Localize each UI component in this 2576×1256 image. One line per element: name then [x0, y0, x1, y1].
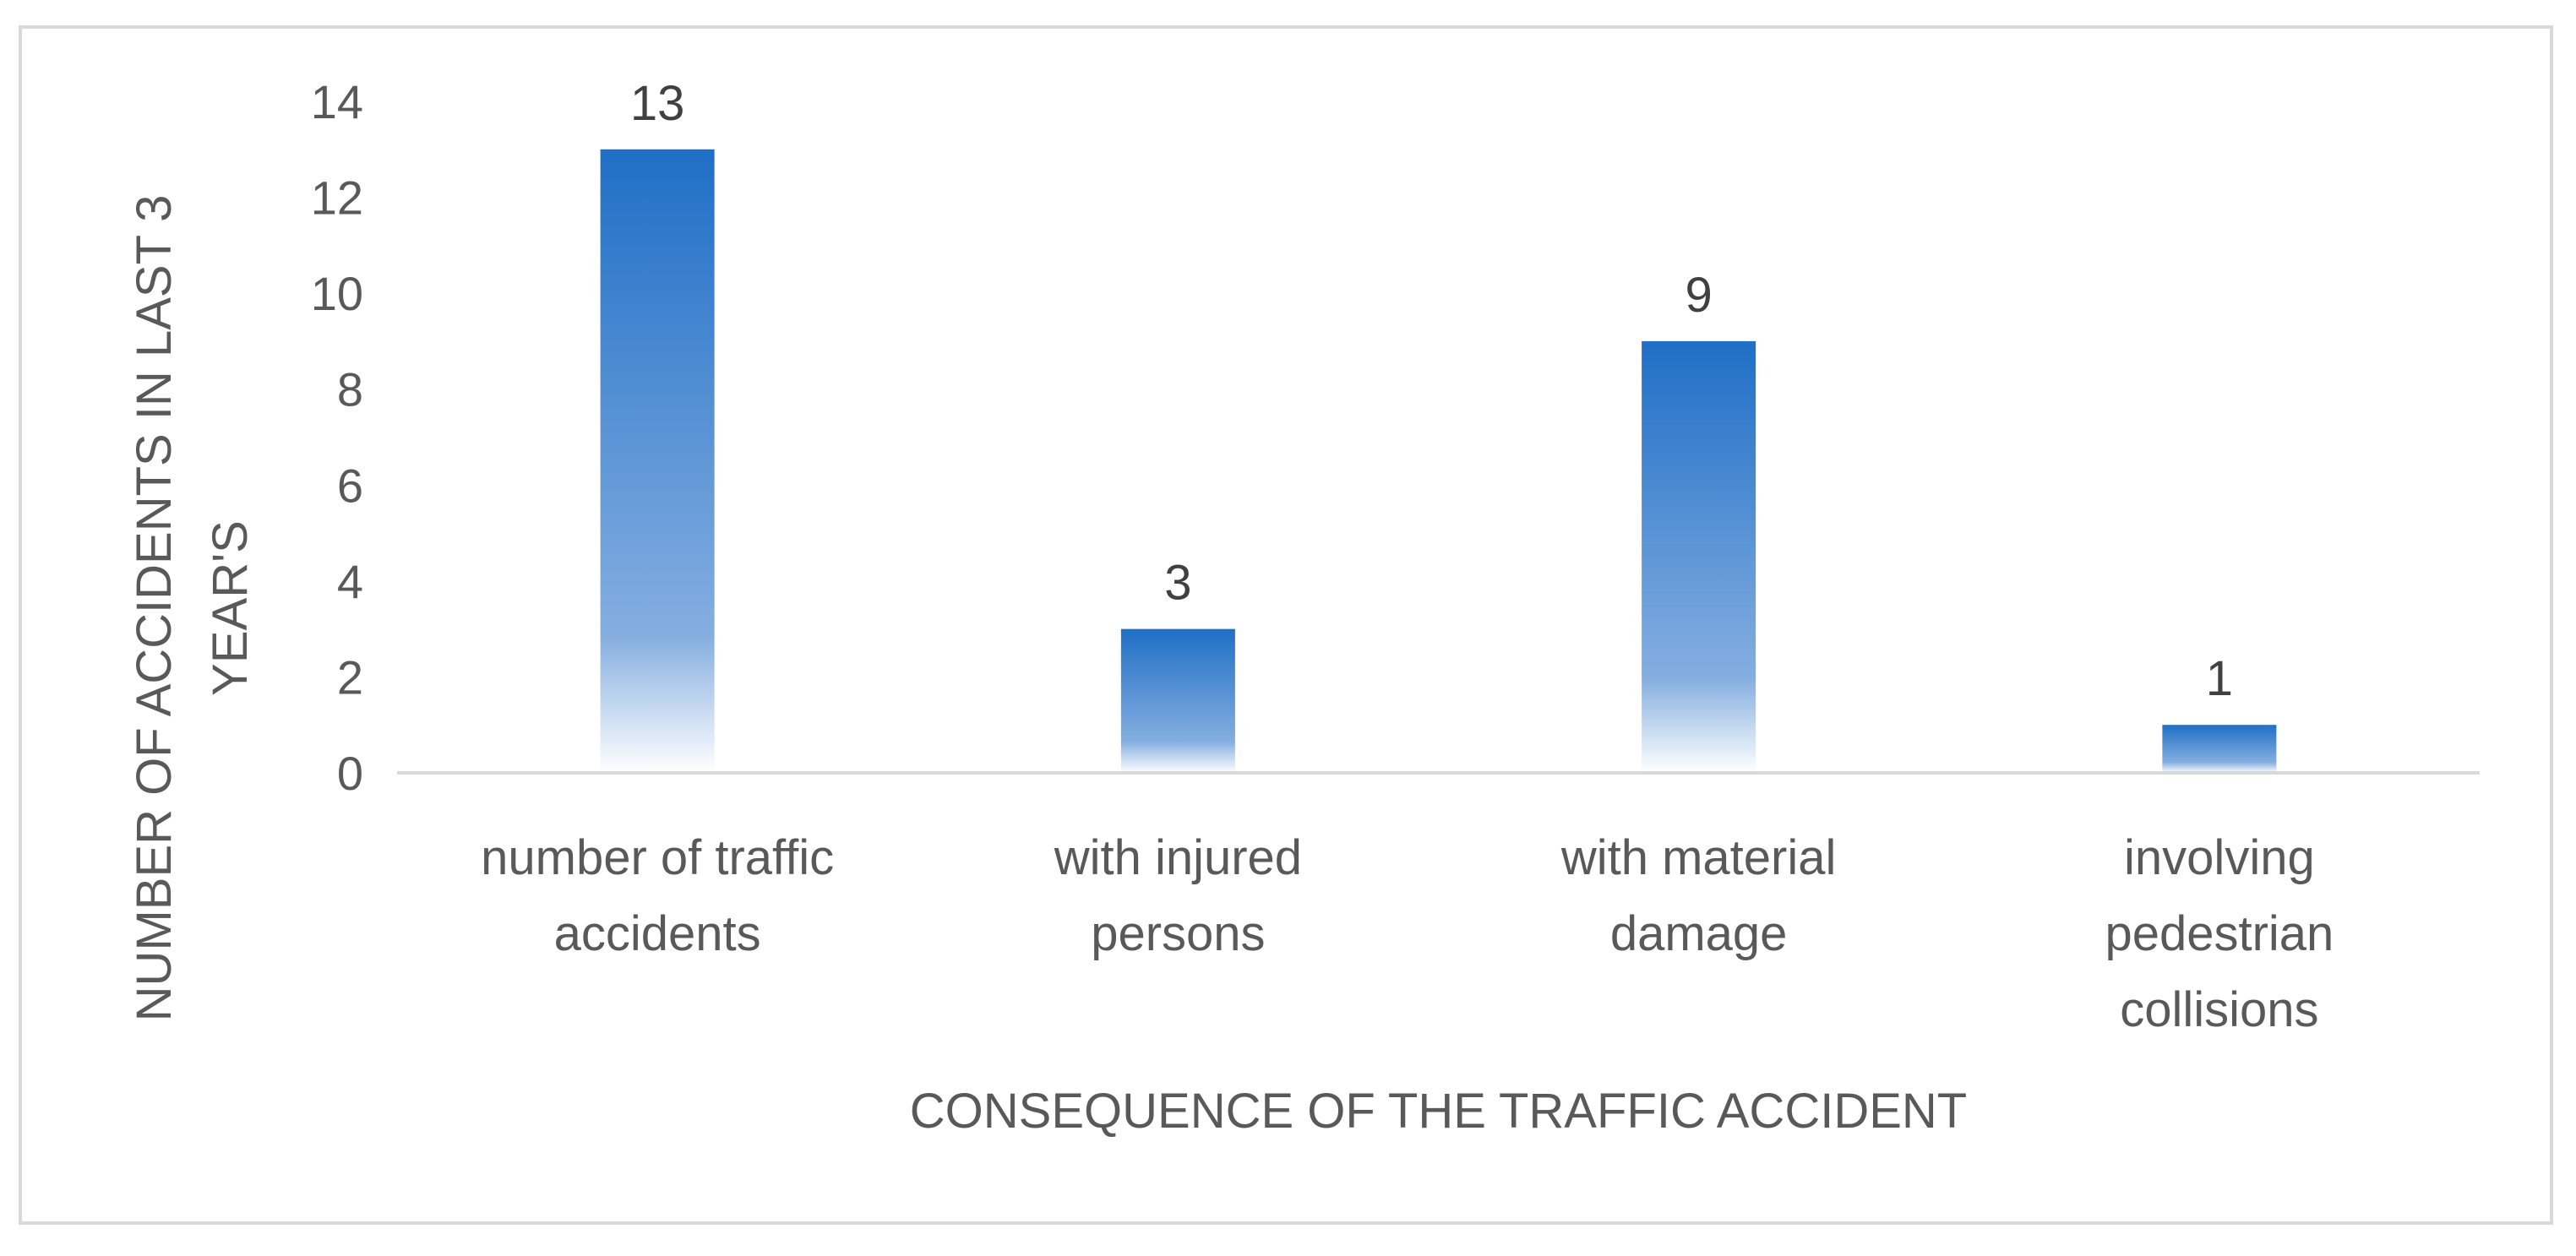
- x-category-label: accidents: [554, 906, 761, 961]
- data-label: 1: [2206, 651, 2233, 706]
- bars: [600, 149, 2277, 774]
- bar: [600, 149, 715, 774]
- y-tick-label: 6: [337, 459, 363, 512]
- y-tick-label: 12: [311, 171, 363, 225]
- x-category-label: persons: [1091, 906, 1265, 961]
- x-category-label: collisions: [2120, 982, 2318, 1037]
- y-tick-label: 4: [337, 555, 363, 608]
- y-tick-label: 0: [337, 747, 363, 800]
- y-tick-label: 14: [311, 75, 363, 128]
- chart-frame: [19, 25, 2553, 1225]
- x-category-label: damage: [1610, 906, 1788, 961]
- y-axis-title: NUMBER OF ACCIDENTS IN LAST 3 YEAR'S: [127, 195, 258, 1022]
- bar: [1120, 628, 1235, 773]
- data-label: 3: [1164, 556, 1191, 611]
- y-tick-label: 2: [337, 650, 363, 704]
- y-tick-label: 8: [337, 363, 363, 416]
- y-axis-title-line: YEAR'S: [203, 520, 258, 696]
- data-label: 9: [1685, 268, 1712, 323]
- x-category-label: number of traffic: [481, 830, 834, 885]
- y-axis-title-line: NUMBER OF ACCIDENTS IN LAST 3: [127, 195, 182, 1022]
- x-category-label: pedestrian: [2105, 906, 2334, 961]
- bar: [1642, 340, 1756, 773]
- bar: [2162, 725, 2277, 773]
- data-labels: 13 3 9 1: [630, 76, 2233, 706]
- x-axis-category-labels: number of traffic accidents with injured pe…: [481, 830, 2334, 1037]
- y-axis-ticks: 0 2 4 6 8 10 12 14: [311, 75, 363, 800]
- x-category-label: with injured: [1054, 830, 1302, 885]
- y-tick-label: 10: [311, 267, 363, 320]
- data-label: 13: [630, 76, 685, 131]
- x-category-label: with material: [1560, 830, 1837, 885]
- x-category-label: involving: [2124, 830, 2315, 885]
- x-axis-title: CONSEQUENCE OF THE TRAFFIC ACCIDENT: [910, 1084, 1967, 1139]
